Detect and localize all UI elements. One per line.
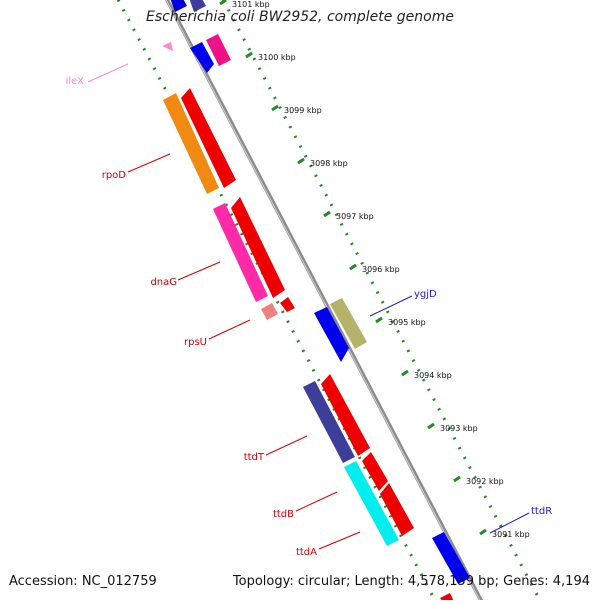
leader-ttdT — [265, 435, 308, 456]
tick-mark — [349, 263, 357, 271]
leader-ttdB — [295, 491, 338, 512]
leader-ttdA — [318, 531, 361, 550]
track-band — [118, 0, 542, 604]
gene-top-purple[interactable] — [188, 0, 206, 12]
gene-label-ttdT[interactable]: ttdT — [244, 452, 265, 463]
tick-label: 3091 kbp — [492, 530, 530, 539]
tick-mark — [453, 475, 461, 483]
accession-text: Accession: NC_012759 — [9, 574, 157, 589]
backbone-highlight — [165, 0, 483, 604]
gene-dnaG-right[interactable] — [231, 197, 285, 298]
gene-rpsU-right[interactable] — [280, 297, 295, 312]
tick-mark — [245, 51, 253, 59]
leader-ttdR — [489, 512, 530, 534]
gene-label-rpoD[interactable]: rpoD — [102, 170, 127, 181]
gene-ttdR[interactable] — [432, 532, 470, 584]
tick-mark — [375, 316, 383, 324]
tick-mark — [401, 369, 409, 377]
gene-dnaG[interactable] — [213, 203, 268, 302]
gene-label-ttdA[interactable]: ttdA — [296, 547, 317, 558]
gene-blue-near-3100[interactable] — [190, 42, 214, 73]
leader-rpsU — [208, 319, 251, 340]
tick-mark — [323, 210, 331, 218]
gene-rpsU[interactable] — [261, 303, 278, 320]
tick-label: 3092 kbp — [466, 477, 504, 486]
leader-dnaG — [177, 261, 221, 281]
genome-title: Escherichia coli BW2952, complete genome — [146, 9, 454, 25]
tick-label: 3093 kbp — [440, 424, 478, 433]
tick-label: 3099 kbp — [284, 106, 322, 115]
gene-top-blue-a[interactable] — [169, 0, 187, 12]
gene-labels: ileX rpoD dnaG rpsU ygjD ttdT ttdB ttdA ttdR — [65, 76, 552, 558]
tick-label: 3096 kbp — [362, 265, 400, 274]
tick-marks: 3101 kbp 3100 kbp 3099 kbp 3098 kbp 3097 kbp… — [219, 0, 530, 539]
tick-label: 3094 kbp — [414, 371, 452, 380]
gene-blue-mid[interactable] — [314, 307, 349, 362]
gene-rpoD-right[interactable] — [181, 88, 236, 188]
gene-features — [162, 0, 470, 604]
backbone-line — [164, 0, 486, 604]
topology-text: Topology: circular; Length: 4,578,159 bp… — [232, 574, 590, 589]
gene-ileX-arrow[interactable] — [162, 42, 173, 51]
leader-ileX — [87, 63, 129, 83]
tick-label: 3101 kbp — [232, 0, 270, 9]
tick-label: 3097 kbp — [336, 212, 374, 221]
tick-label: 3095 kbp — [388, 318, 426, 327]
gene-rpoD[interactable] — [163, 93, 219, 194]
gene-label-ygjD[interactable]: ygjD — [414, 289, 437, 300]
leader-rpoD — [127, 153, 171, 173]
gene-label-dnaG[interactable]: dnaG — [150, 277, 177, 288]
gene-ygjD[interactable] — [330, 298, 367, 349]
gene-label-ileX[interactable]: ileX — [65, 76, 84, 87]
dotted-ring-0 — [116, 0, 439, 604]
gene-ttdT-right[interactable] — [321, 374, 370, 456]
gene-ttdA-right[interactable] — [380, 483, 414, 536]
gene-ttdT[interactable] — [303, 381, 355, 463]
dotted-ring-1 — [221, 0, 544, 604]
tick-mark — [479, 528, 487, 536]
label-leader-lines — [87, 63, 530, 550]
tick-mark — [427, 422, 435, 430]
tick-label: 3098 kbp — [310, 159, 348, 168]
tick-mark — [297, 157, 305, 165]
gene-label-rpsU[interactable]: rpsU — [184, 337, 207, 348]
tick-mark — [219, 0, 227, 6]
gene-label-ttdR[interactable]: ttdR — [531, 506, 552, 517]
tick-mark — [271, 104, 279, 112]
gene-label-ttdB[interactable]: ttdB — [273, 509, 294, 520]
gene-ttdB-right[interactable] — [362, 452, 388, 491]
gene-magenta-near-3100[interactable] — [206, 34, 231, 66]
outer-dotted-rings — [116, 0, 544, 604]
gene-ttdA[interactable] — [344, 461, 399, 546]
tick-label: 3100 kbp — [258, 53, 296, 62]
leader-ygjD — [369, 295, 413, 317]
